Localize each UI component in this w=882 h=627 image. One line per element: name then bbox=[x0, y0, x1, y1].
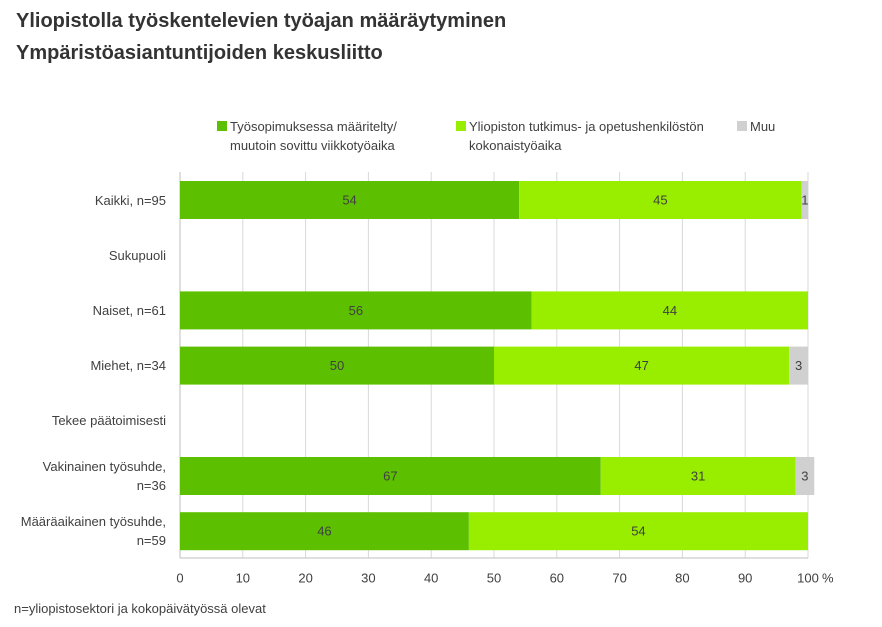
data-label: 47 bbox=[634, 358, 648, 373]
bar-segment bbox=[789, 346, 808, 385]
data-label: 44 bbox=[663, 303, 677, 318]
y-tick-label: Kaikki, n=95 bbox=[94, 192, 166, 208]
bar-segment bbox=[180, 512, 469, 551]
data-label: 54 bbox=[631, 524, 645, 539]
x-tick-label: 50 bbox=[487, 570, 501, 585]
bar-segment bbox=[180, 457, 601, 495]
y-tick-label: Määräaikainen työsuhde, n=59 bbox=[20, 514, 166, 549]
x-tick-label: 30 bbox=[361, 570, 375, 585]
x-tick-label: 70 bbox=[612, 570, 626, 585]
x-tick-label: 90 bbox=[738, 570, 752, 585]
legend-label: Yliopiston tutkimus- ja opetushenkilöstö… bbox=[469, 119, 704, 153]
data-label: 50 bbox=[330, 358, 344, 373]
bar-segment bbox=[180, 291, 532, 330]
y-tick-label: Naiset, n=61 bbox=[92, 302, 166, 318]
data-label: 1 bbox=[801, 192, 808, 207]
data-label: 54 bbox=[342, 192, 356, 207]
bar-segment bbox=[494, 346, 790, 385]
legend-swatch bbox=[456, 121, 466, 131]
data-label: 3 bbox=[795, 358, 802, 373]
bar-segment bbox=[600, 457, 796, 495]
y-tick-label: Miehet, n=34 bbox=[90, 358, 166, 374]
y-tick-label: Sukupuoli bbox=[108, 247, 166, 263]
bar-segment bbox=[468, 512, 808, 551]
x-axis-label: % bbox=[822, 570, 834, 585]
data-label: 3 bbox=[801, 468, 808, 483]
bar-segment bbox=[519, 181, 802, 219]
x-tick-label: 20 bbox=[298, 570, 312, 585]
bar-segment bbox=[180, 181, 520, 219]
bar-segment bbox=[180, 346, 494, 385]
bar-segment bbox=[531, 291, 808, 330]
y-tick-label: Tekee päätoimisesti bbox=[51, 413, 166, 429]
data-label: 56 bbox=[349, 303, 363, 318]
x-tick-label: 60 bbox=[550, 570, 564, 585]
legend-swatch bbox=[217, 121, 227, 131]
legend-label: Muu bbox=[750, 119, 776, 134]
legend-label: Työsopimuksessa määritelty/ muutoin sovi… bbox=[230, 119, 397, 153]
chart-title: Yliopistolla työskentelevien työajan mää… bbox=[16, 10, 507, 32]
x-tick-label: 40 bbox=[424, 570, 438, 585]
data-label: 31 bbox=[691, 468, 705, 483]
data-label: 67 bbox=[383, 468, 397, 483]
x-tick-label: 100 bbox=[797, 570, 819, 585]
x-tick-label: 0 bbox=[176, 570, 183, 585]
x-tick-label: 80 bbox=[675, 570, 689, 585]
y-tick-label: Vakinainen työsuhde, n=36 bbox=[42, 459, 166, 493]
footnote: n=yliopistosektori ja kokopäivätyössä ol… bbox=[14, 601, 266, 616]
x-tick-label: 10 bbox=[236, 570, 250, 585]
bar-segment bbox=[801, 181, 808, 219]
bar-segment bbox=[795, 457, 815, 495]
chart-subtitle: Ympäristöasiantuntijoiden keskusliitto bbox=[16, 42, 383, 64]
legend-swatch bbox=[737, 121, 747, 131]
data-label: 45 bbox=[653, 192, 667, 207]
data-label: 46 bbox=[317, 524, 331, 539]
